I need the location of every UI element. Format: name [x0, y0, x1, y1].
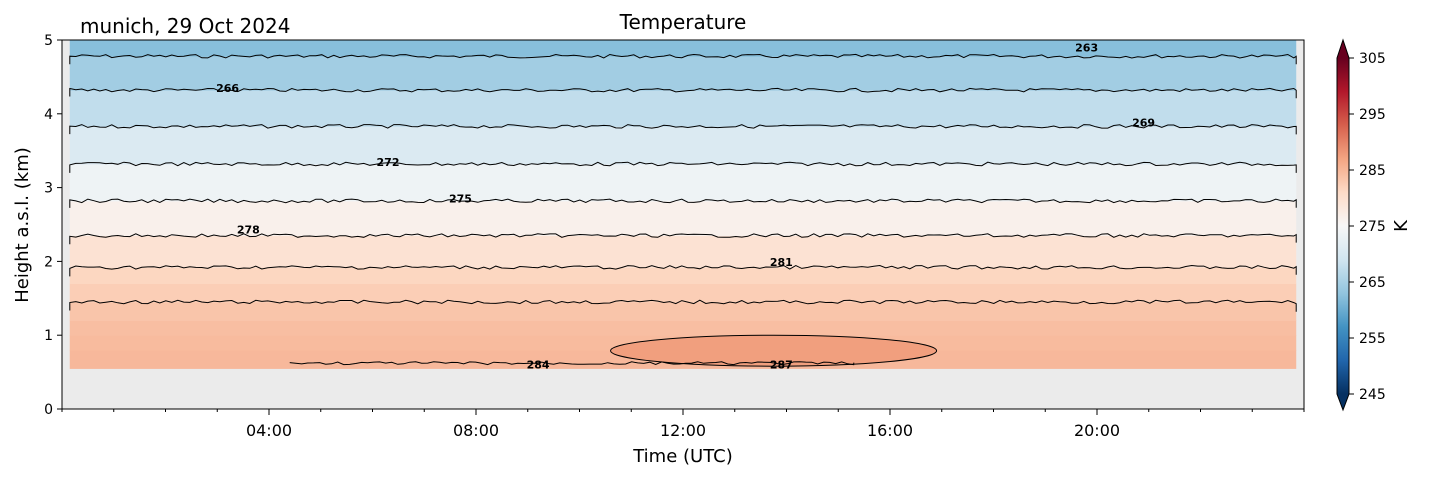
contour-line-287	[610, 334, 938, 367]
contour-label-269: 269	[1132, 117, 1155, 130]
colorbar-body	[1337, 58, 1349, 394]
temperature-fill-bands	[69, 40, 1297, 369]
colorbar-tick-label: 305	[1359, 51, 1386, 67]
x-tick-label: 20:00	[1074, 421, 1120, 440]
contour-lines	[69, 53, 1297, 367]
temperature-band	[69, 267, 1297, 285]
contour-label-281: 281	[770, 256, 793, 269]
contour-line-278	[69, 233, 1297, 245]
temperature-band	[69, 163, 1297, 202]
temperature-band	[69, 235, 1297, 268]
temperature-band	[69, 320, 1297, 336]
x-tick-label: 16:00	[867, 421, 913, 440]
x-tick-label: 12:00	[660, 421, 706, 440]
contour-label-275: 275	[449, 193, 472, 206]
temperature-band	[69, 200, 1297, 237]
colorbar-tick-label: 255	[1359, 331, 1386, 347]
contour-line-281	[69, 264, 1297, 277]
contour-line-284	[289, 361, 855, 366]
contour-label-284: 284	[527, 359, 550, 372]
contour-label-263: 263	[1075, 41, 1098, 54]
colorbar-tick-label: 295	[1359, 107, 1386, 123]
colorbar-tick-label: 265	[1359, 275, 1386, 291]
contour-line-266	[69, 87, 1297, 99]
contour-line-272	[69, 161, 1297, 173]
temperature-band	[69, 301, 1297, 321]
colorbar-tick-label: 275	[1359, 219, 1386, 235]
colorbar-label: K	[1391, 219, 1412, 232]
contour-label-287: 287	[770, 359, 793, 372]
colorbar-extend-bottom	[1337, 394, 1349, 410]
temperature-band	[69, 40, 1297, 57]
x-tick-label: 04:00	[246, 421, 292, 440]
y-tick-label: 3	[44, 181, 53, 197]
y-axis-ticks: 0 1 2 3 4 5	[44, 33, 62, 418]
contour-line-263	[69, 53, 1297, 65]
colorbar-tick-label: 285	[1359, 163, 1386, 179]
contour-line-282	[69, 299, 1297, 312]
temperature-band	[69, 283, 1297, 303]
y-tick-label: 1	[44, 328, 53, 344]
y-tick-label: 5	[44, 33, 53, 49]
y-tick-label: 4	[44, 107, 53, 123]
contour-line-275	[69, 198, 1297, 208]
location-date-text: munich, 29 Oct 2024	[80, 14, 290, 38]
colorbar-tick-label: 245	[1359, 387, 1386, 403]
contour-line-269	[69, 124, 1297, 135]
chart-title: Temperature	[619, 10, 747, 34]
warm-core-fill	[610, 335, 937, 367]
temperature-band	[69, 56, 1297, 91]
temperature-band	[69, 126, 1297, 165]
contour-label-278: 278	[237, 224, 260, 237]
x-axis-ticks: 04:00 08:00 12:00 16:00 20:00	[61, 409, 1305, 440]
x-axis-label: Time (UTC)	[632, 446, 733, 467]
x-tick-label: 08:00	[453, 421, 499, 440]
contour-label-266: 266	[216, 82, 239, 95]
colorbar-ticks: 245 255 265 275 285 295 305	[1349, 51, 1386, 403]
contour-labels: 263 266 269 272 275 278 281 284 287	[216, 41, 1155, 371]
y-axis-label: Height a.s.l. (km)	[12, 147, 33, 303]
colorbar: 245 255 265 275 285 295 305 K	[1336, 38, 1412, 412]
y-tick-label: 2	[44, 254, 53, 270]
plot-area: 263 266 269 272 275 278 281 284 287	[62, 40, 1304, 409]
contour-label-272: 272	[377, 156, 400, 169]
temperature-band	[69, 90, 1297, 127]
colorbar-extend-top	[1337, 40, 1349, 58]
y-tick-label: 0	[44, 402, 53, 418]
